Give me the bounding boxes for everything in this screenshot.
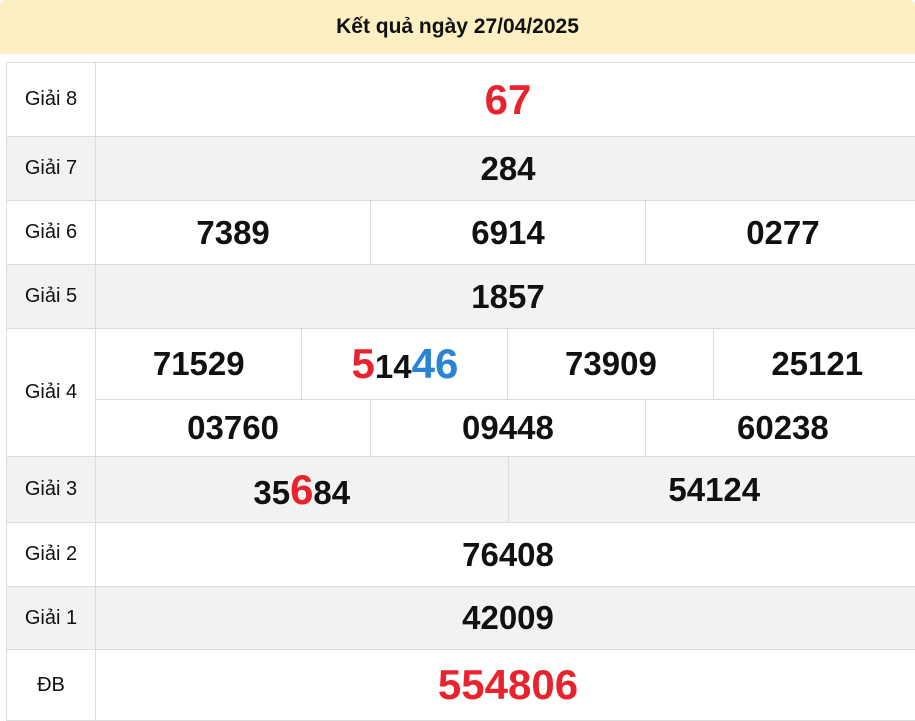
prize-number-cell: 60238 [645, 400, 915, 456]
prize-number-cell: 284 [96, 137, 915, 200]
prize-label: Giải 4 [7, 329, 96, 457]
digits: 84 [313, 474, 350, 511]
prize-numbers: 7389 6914 0277 [96, 201, 915, 265]
prize-number: 54124 [668, 471, 760, 508]
prize-number: 51446 [352, 348, 459, 385]
digits: 0277 [746, 214, 819, 251]
highlighted-digits: 5 [352, 340, 375, 387]
digits: 67 [485, 76, 532, 123]
prize-number: 7389 [196, 214, 269, 251]
prize-number: 42009 [462, 599, 554, 636]
prize-row: Giải 1 42009 [7, 587, 915, 650]
digits: 25121 [771, 345, 863, 382]
digits: 42009 [462, 599, 554, 636]
prize-number: 60238 [737, 409, 829, 446]
prize-row: Giải 8 67 [7, 63, 915, 137]
prize-number-cell: 09448 [371, 400, 646, 456]
digits: 71529 [153, 345, 245, 382]
prize-numbers: 284 [96, 137, 915, 201]
prize-number-cell: 7389 [96, 201, 371, 264]
prize-number-cell: 71529 [96, 329, 302, 400]
digits: 73909 [565, 345, 657, 382]
results-header: Kết quả ngày 27/04/2025 [0, 0, 915, 54]
prize-number: 6914 [471, 214, 544, 251]
prize-number: 554806 [438, 661, 578, 708]
prize-number-cell: 6914 [371, 201, 646, 264]
digits: 1857 [471, 278, 544, 315]
prize-number-cell: 1857 [96, 265, 915, 328]
highlighted-digits: 6 [290, 466, 313, 513]
prize-label: Giải 6 [7, 201, 96, 265]
prize-numbers: 76408 [96, 523, 915, 587]
prize-number-cell: 76408 [96, 523, 915, 586]
results-title: Kết quả ngày 27/04/2025 [336, 15, 579, 39]
prize-numbers: 71529 51446 73909 25121 03760 09448 60238 [96, 329, 915, 457]
digits: 554806 [438, 661, 578, 708]
prize-number: 1857 [471, 278, 544, 315]
prize-number-cell: 42009 [96, 587, 915, 649]
prize-number: 284 [480, 150, 535, 187]
prize-number: 76408 [462, 536, 554, 573]
prize-number: 35684 [253, 474, 350, 511]
prize-label: Giải 2 [7, 523, 96, 587]
prize-number-cell: 25121 [714, 329, 915, 400]
prize-row: ĐB 554806 [7, 650, 915, 721]
prize-label: Giải 8 [7, 63, 96, 137]
prize-label: Giải 1 [7, 587, 96, 650]
highlighted-digits: 46 [412, 340, 459, 387]
prize-number: 73909 [565, 345, 657, 382]
prize-number: 03760 [187, 409, 279, 446]
prize-row: Giải 2 76408 [7, 523, 915, 587]
digits: 76408 [462, 536, 554, 573]
prize-number: 71529 [153, 345, 245, 382]
prize-numbers: 1857 [96, 265, 915, 329]
prize-row: Giải 6 7389 6914 0277 [7, 201, 915, 265]
digits: 284 [480, 150, 535, 187]
prize-row: Giải 7 284 [7, 137, 915, 201]
prize-number-cell: 554806 [96, 650, 915, 720]
prize-numbers: 35684 54124 [96, 457, 915, 523]
digits: 35 [253, 474, 290, 511]
prize-numbers: 42009 [96, 587, 915, 650]
prize-label: ĐB [7, 650, 96, 721]
prize-label: Giải 7 [7, 137, 96, 201]
prize-number: 67 [485, 76, 532, 123]
prize-row: Giải 4 71529 51446 73909 25121 03760 09448 6023… [7, 329, 915, 457]
prize-number-cell: 51446 [302, 329, 508, 400]
prize-number: 09448 [462, 409, 554, 446]
prize-number-cell: 54124 [508, 457, 915, 522]
prize-number-cell: 0277 [645, 201, 915, 264]
prize-row: Giải 5 1857 [7, 265, 915, 329]
digits: 09448 [462, 409, 554, 446]
prize-numbers: 554806 [96, 650, 915, 721]
digits: 7389 [196, 214, 269, 251]
prize-number-cell: 03760 [96, 400, 371, 456]
prize-numbers: 67 [96, 63, 915, 137]
prize-label: Giải 3 [7, 457, 96, 523]
digits: 03760 [187, 409, 279, 446]
prize-row: Giải 3 35684 54124 [7, 457, 915, 523]
prize-number: 25121 [771, 345, 863, 382]
prize-label: Giải 5 [7, 265, 96, 329]
prize-number-cell: 67 [96, 63, 915, 136]
digits: 60238 [737, 409, 829, 446]
prize-number-cell: 73909 [508, 329, 714, 400]
digits: 54124 [668, 471, 760, 508]
prize-number-cell: 35684 [96, 457, 508, 522]
prize-number: 0277 [746, 214, 819, 251]
digits: 6914 [471, 214, 544, 251]
digits: 14 [375, 348, 412, 385]
